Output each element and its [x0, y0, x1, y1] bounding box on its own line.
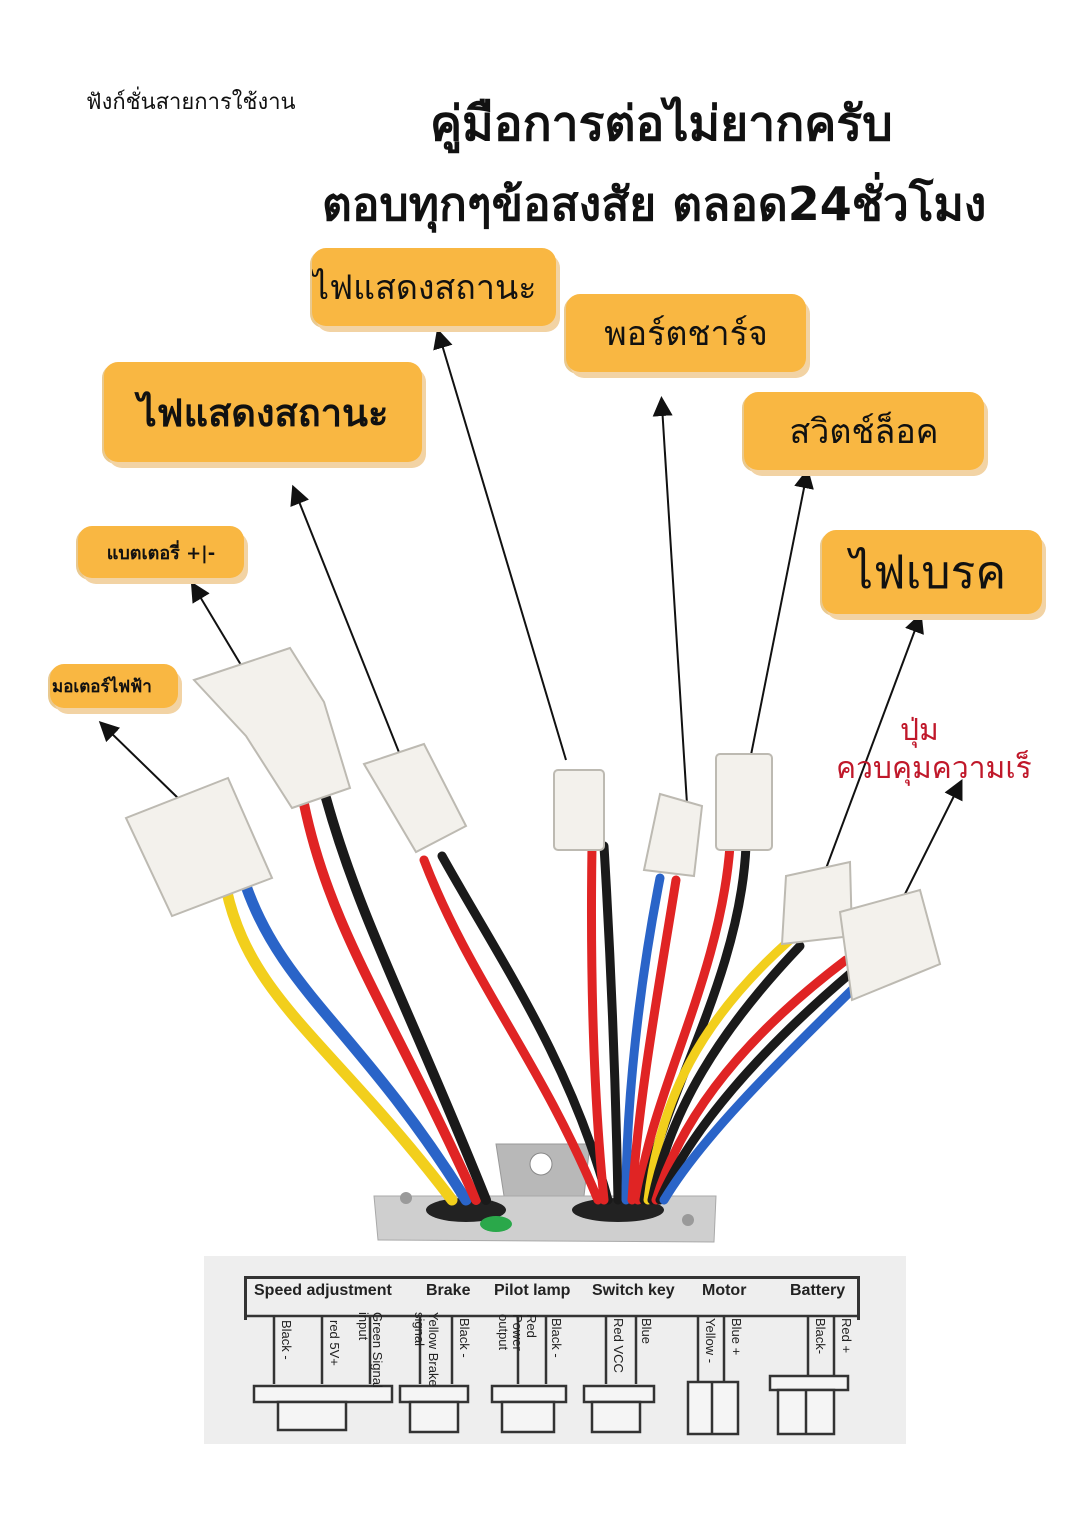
legend-pin-motor-blue: Blue +	[729, 1318, 744, 1356]
callout-status-light: ไฟแสดงสถานะ	[104, 362, 422, 462]
legend-frame	[244, 1276, 860, 1320]
plug-pilot	[490, 1384, 568, 1404]
connector-charge	[642, 792, 704, 878]
legend-pin-brake-yellow: Yellow Brake signal	[412, 1312, 441, 1387]
callout-charge-port: พอร์ตชาร์จ	[566, 294, 806, 372]
legend-lines	[244, 1314, 860, 1384]
legend-pin-speed-black: Black -	[279, 1320, 294, 1360]
legend-pin-battery-black: Black-	[813, 1318, 828, 1355]
plug-pilot-body	[500, 1400, 556, 1434]
legend-pin-battery-red: Red +	[839, 1318, 854, 1354]
connector-status-top	[553, 769, 605, 851]
connector-status-big	[362, 742, 468, 854]
page-subtitle: ตอบทุกๆข้อสงสัย ตลอด24ชั่วโมง	[322, 177, 987, 231]
legend-pin-pilot-red: Red Power output	[496, 1314, 539, 1351]
plug-switch-body	[590, 1400, 642, 1434]
connectors	[124, 646, 942, 1002]
legend-pin-switch-blue: Blue	[639, 1318, 654, 1345]
callout-status-light-top: ไฟแสดงสถานะ	[312, 248, 556, 326]
wire-bundle-right	[587, 841, 861, 1205]
legend-pin-speed-red: red 5V+	[327, 1320, 342, 1366]
wire-bundle-left	[220, 793, 613, 1206]
legend-header-motor: Motor	[702, 1282, 747, 1299]
connector-speed	[838, 888, 942, 1002]
arrow-brake	[817, 612, 924, 891]
legend-header-pilot: Pilot lamp	[494, 1282, 571, 1299]
arrow-speed	[901, 779, 963, 901]
connector-motor	[124, 776, 274, 918]
legend-header-brake: Brake	[426, 1282, 471, 1299]
callout-lock-switch: สวิตช์ล็อค	[744, 392, 984, 470]
arrow-charge	[652, 396, 689, 821]
legend-plugs	[252, 1374, 850, 1436]
legend-pin-brake-black: Black -	[457, 1318, 472, 1358]
speed-control-line2: ควบคุมความเร็ว	[836, 751, 1032, 786]
arrow-status-top	[433, 328, 567, 761]
legend-header-battery: Battery	[790, 1282, 846, 1299]
plug-speed-body	[276, 1400, 348, 1432]
callout-electric-motor: มอเตอร์ไฟฟ้า	[50, 664, 178, 708]
legend-pin-motor-yellow: Yellow -	[703, 1318, 718, 1364]
arrow-lock	[747, 468, 814, 771]
connector-lock	[715, 753, 773, 851]
legend-pin-switch-red: Red VCC	[611, 1318, 626, 1373]
legend-pin-speed-green: Green Signal input	[356, 1312, 385, 1388]
connector-battery	[192, 646, 352, 810]
plug-brake-body	[408, 1400, 460, 1434]
plug-battery	[768, 1374, 850, 1392]
speed-control-label: ปุ่ม ควบคุมความเร็ว	[836, 712, 1032, 788]
legend-pin-pilot-black: Black -	[549, 1318, 564, 1358]
legend-header-speed: Speed adjustment	[254, 1282, 392, 1299]
arrow-motor	[98, 721, 181, 801]
page-title: คู่มือการต่อไม่ยากครับ	[430, 96, 893, 152]
section-label: ฟังก์ชั่นสายการใช้งาน	[86, 90, 296, 115]
speed-control-line1: ปุ่ม	[900, 713, 939, 748]
controller-plate	[373, 1143, 717, 1243]
legend-header-switch: Switch key	[592, 1282, 675, 1299]
callout-brake-light: ไฟเบรค	[822, 530, 1042, 614]
plug-switch	[582, 1384, 656, 1404]
pointer-arrows	[98, 328, 963, 901]
callout-battery: แบตเตอรี่ +|-	[78, 526, 244, 578]
